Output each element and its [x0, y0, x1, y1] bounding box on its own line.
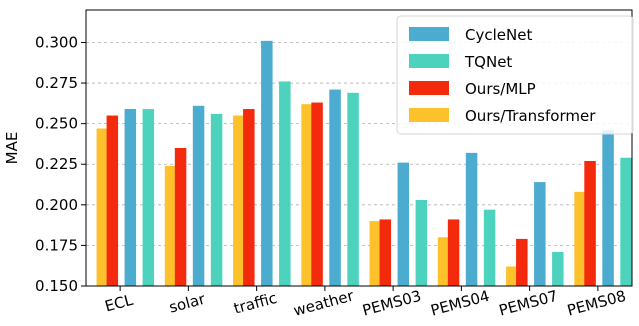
bar-ours-transformer-pems04	[437, 237, 450, 286]
bar-tqnet-pems08	[620, 157, 632, 286]
bar-tqnet-solar	[210, 113, 223, 286]
bar-cyclenet-ecl	[124, 109, 137, 286]
plot-frame	[85, 9, 633, 287]
bar-ours-mlp-weather	[311, 102, 323, 287]
y-tick-label: 0.225	[35, 155, 78, 173]
bar-ours-mlp-pems03	[379, 219, 392, 286]
x-tick-label: weather	[292, 286, 357, 320]
bar-ours-transformer-solar	[164, 165, 177, 286]
y-tick-label: 0.150	[35, 277, 78, 295]
bar-tqnet-weather	[347, 92, 359, 286]
bar-cyclenet-pems08	[602, 130, 614, 286]
y-tick-label: 0.300	[35, 33, 78, 51]
bar-cyclenet-solar	[192, 105, 205, 286]
bar-cyclenet-pems03	[397, 162, 410, 286]
x-tick-label: PEMS03	[360, 287, 423, 320]
bar-ours-transformer-pems07	[506, 266, 518, 286]
bar-ours-mlp-traffic	[243, 109, 255, 286]
bar-ours-transformer-traffic	[233, 115, 245, 286]
bar-tqnet-ecl	[142, 109, 155, 286]
legend-swatch	[409, 54, 449, 68]
bars	[96, 40, 632, 287]
bar-ours-mlp-pems08	[584, 160, 596, 286]
bar-ours-transformer-pems08	[574, 191, 586, 286]
x-axis-ticks: ECL solar traffic weather PEMS03 PEMS04 PEMS07…	[103, 286, 628, 320]
bar-tqnet-pems04	[483, 209, 496, 286]
bar-ours-mlp-solar	[174, 148, 187, 286]
legend-box	[396, 15, 634, 135]
legend-swatch	[409, 27, 449, 41]
x-tick-label: solar	[167, 290, 208, 317]
bar-ours-mlp-ecl	[106, 115, 119, 286]
bar-tqnet-traffic	[279, 81, 291, 286]
y-tick-label: 0.250	[35, 115, 78, 133]
legend-swatch	[409, 108, 449, 122]
bar-ours-transformer-ecl	[96, 128, 109, 286]
bar-cyclenet-pems04	[465, 152, 478, 286]
x-tick-label: PEMS04	[429, 287, 492, 320]
bar-cyclenet-traffic	[261, 40, 273, 286]
legend-label: CycleNet	[465, 26, 532, 44]
legend: CycleNet TQNet Ours/MLP Ours/Transformer	[396, 15, 634, 135]
x-tick-label: PEMS08	[565, 287, 628, 320]
bar-ours-transformer-pems03	[369, 221, 382, 286]
y-axis-label: MAE	[3, 132, 21, 165]
legend-label: TQNet	[464, 53, 512, 71]
y-axis-ticks: 0.150 0.175 0.200 0.225 0.250 0.275 0.300	[35, 33, 86, 295]
bar-cyclenet-pems07	[534, 182, 546, 286]
legend-swatch	[409, 81, 449, 95]
x-tick-label: PEMS07	[497, 287, 560, 320]
bar-ours-transformer-weather	[301, 104, 313, 286]
x-tick-label: ECL	[103, 291, 136, 316]
bar-ours-mlp-pems04	[447, 219, 460, 286]
y-tick-label: 0.175	[35, 236, 78, 254]
bar-tqnet-pems03	[415, 199, 428, 286]
bar-tqnet-pems07	[552, 251, 564, 286]
y-tick-label: 0.275	[35, 74, 78, 92]
bar-cyclenet-weather	[329, 89, 341, 286]
legend-label: Ours/Transformer	[465, 107, 596, 125]
y-tick-label: 0.200	[35, 196, 78, 214]
bar-ours-mlp-pems07	[516, 238, 528, 286]
legend-label: Ours/MLP	[465, 80, 536, 98]
x-tick-label: traffic	[232, 289, 279, 318]
